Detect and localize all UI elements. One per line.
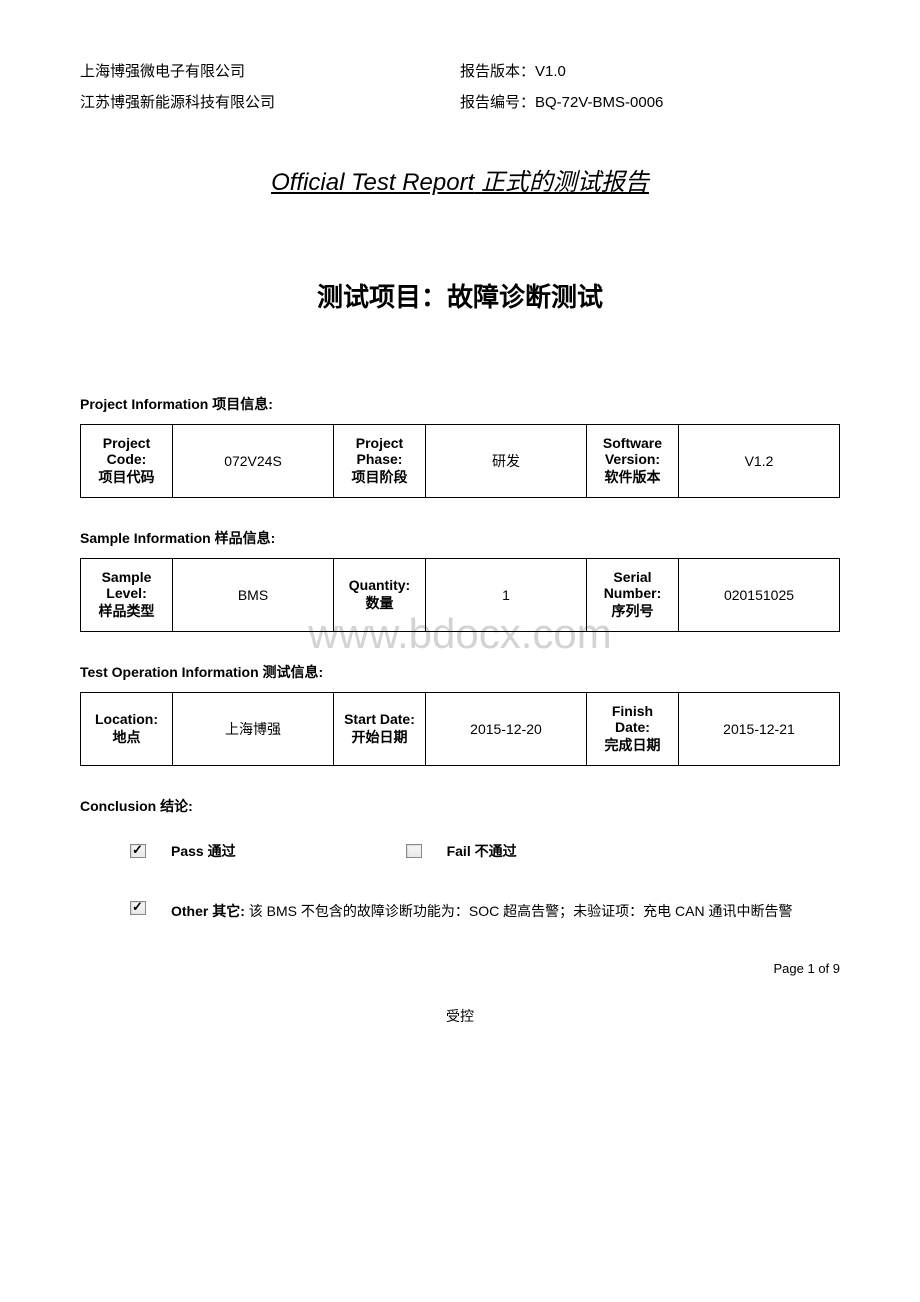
other-content: 该 BMS 不包含的故障诊断功能为：SOC 超高告警；未验证项：充电 CAN 通… [249,903,793,919]
start-date-value: 2015-12-20 [425,693,586,766]
company-1: 上海博强微电子有限公司 [80,60,460,81]
serial-number-value: 020151025 [678,559,839,632]
software-version-value: V1.2 [678,425,839,498]
fail-checkbox[interactable] [406,844,422,858]
project-code-label: Project Code: 项目代码 [81,425,173,498]
sample-level-value: BMS [173,559,334,632]
other-label: Other 其它: [171,903,245,919]
pass-label: Pass 通过 [171,841,236,861]
fail-label: Fail 不通过 [447,841,517,861]
sub-title: 测试项目：故障诊断测试 [80,277,840,314]
sample-level-label: Sample Level: 样品类型 [81,559,173,632]
report-number: 报告编号：BQ-72V-BMS-0006 [460,91,840,112]
quantity-label: Quantity: 数量 [333,559,425,632]
controlled-label: 受控 [80,1006,840,1026]
project-phase-value: 研发 [425,425,586,498]
software-version-label: Software Version: 软件版本 [586,425,678,498]
finish-date-value: 2015-12-21 [678,693,839,766]
conclusion-label: Conclusion 结论: [80,796,840,816]
other-checkbox[interactable] [130,901,146,915]
pass-fail-row: Pass 通过 Fail 不通过 [130,841,840,861]
header-row-2: 江苏博强新能源科技有限公司 报告编号：BQ-72V-BMS-0006 [80,91,840,112]
project-info-label: Project Information 项目信息: [80,394,840,414]
finish-date-label: Finish Date: 完成日期 [586,693,678,766]
main-title: Official Test Report 正式的测试报告 [80,162,840,197]
location-label: Location: 地点 [81,693,173,766]
start-date-label: Start Date: 开始日期 [333,693,425,766]
pass-checkbox[interactable] [130,844,146,858]
location-value: 上海博强 [173,693,334,766]
serial-number-label: Serial Number: 序列号 [586,559,678,632]
project-code-value: 072V24S [173,425,334,498]
sample-info-label: Sample Information 样品信息: [80,528,840,548]
test-info-table: Location: 地点 上海博强 Start Date: 开始日期 2015-… [80,692,840,766]
project-phase-label: Project Phase: 项目阶段 [333,425,425,498]
project-info-table: Project Code: 项目代码 072V24S Project Phase… [80,424,840,498]
header-row-1: 上海博强微电子有限公司 报告版本：V1.0 [80,60,840,81]
title-cn: 正式的测试报告 [481,169,649,196]
company-2: 江苏博强新能源科技有限公司 [80,91,460,112]
title-en: Official Test Report [271,169,474,196]
page-number: Page 1 of 9 [80,961,840,976]
sample-info-table: Sample Level: 样品类型 BMS Quantity: 数量 1 Se… [80,558,840,632]
other-row: Other 其它: 该 BMS 不包含的故障诊断功能为：SOC 超高告警；未验证… [130,901,840,921]
quantity-value: 1 [425,559,586,632]
version-label: 报告版本：V1.0 [460,60,840,81]
other-text-container: Other 其它: 该 BMS 不包含的故障诊断功能为：SOC 超高告警；未验证… [171,901,840,921]
test-info-label: Test Operation Information 测试信息: [80,662,840,682]
